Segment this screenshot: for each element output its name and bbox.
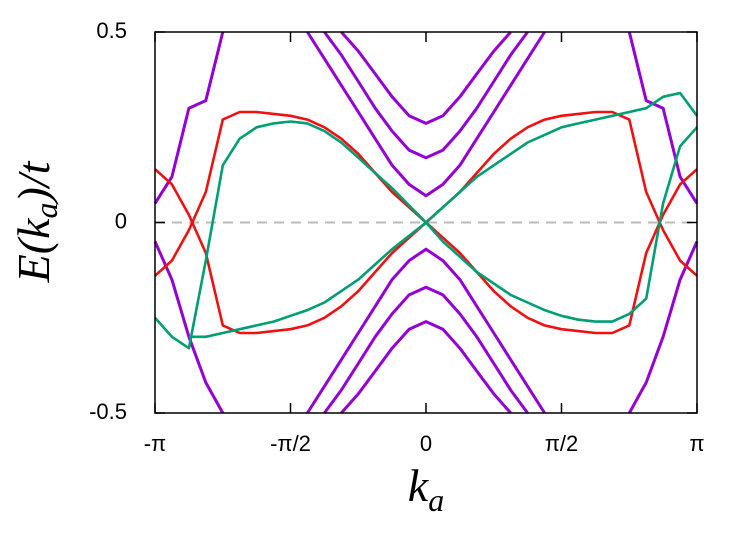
band-line [323, 285, 529, 414]
band-line [340, 320, 512, 414]
y-label-main: E(k [8, 217, 59, 283]
x-label-sub: a [428, 482, 444, 518]
band-line [306, 31, 546, 198]
x-label-main: k [408, 460, 430, 511]
band-line [340, 31, 512, 125]
band-line [188, 91, 699, 339]
band-line [154, 120, 698, 350]
band-line [627, 31, 699, 205]
y-axis-label: E(ka)/t [8, 160, 65, 283]
x-tick-label: -π/2 [270, 431, 311, 456]
band-line [323, 31, 529, 160]
x-tick-label: π/2 [545, 431, 579, 456]
band-line [153, 31, 225, 205]
x-tick-label: π [689, 431, 704, 456]
y-label-end: )/t [8, 160, 59, 205]
band-line [306, 247, 546, 414]
y-tick-label: 0 [115, 208, 127, 233]
y-tick-label: -0.5 [89, 399, 127, 424]
x-axis-label: ka [408, 460, 444, 519]
x-tick-label: -π [144, 431, 167, 456]
y-label-sub: a [28, 203, 64, 219]
y-tick-label: 0.5 [96, 18, 127, 43]
x-tick-label: 0 [420, 431, 432, 456]
